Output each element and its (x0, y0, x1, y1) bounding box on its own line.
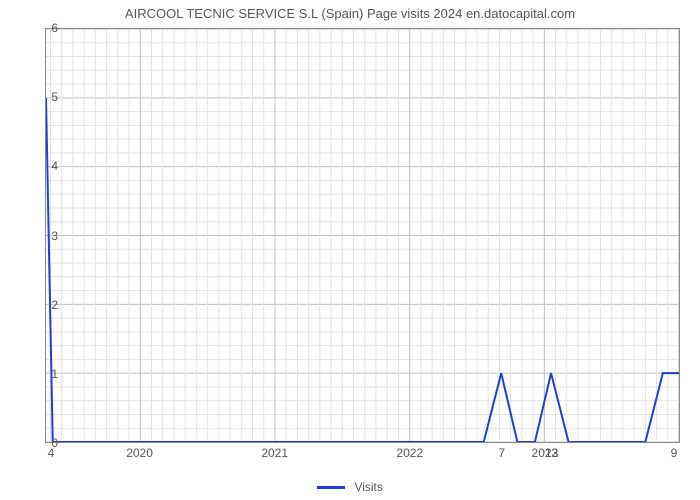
plot-area (45, 28, 680, 443)
plot-svg (46, 29, 679, 442)
x-callout-label: 4 (48, 446, 55, 460)
chart-title: AIRCOOL TECNIC SERVICE S.L (Spain) Page … (0, 6, 700, 21)
legend-swatch (317, 486, 345, 489)
x-tick-label: 2022 (396, 446, 423, 460)
x-callout-label: 7 (498, 446, 505, 460)
x-callout-label: 12 (545, 446, 558, 460)
y-tick-label: 4 (28, 159, 58, 173)
legend: Visits (0, 480, 700, 494)
y-tick-label: 5 (28, 90, 58, 104)
x-callout-label: 9 (671, 446, 678, 460)
y-tick-label: 2 (28, 298, 58, 312)
visits-chart: AIRCOOL TECNIC SERVICE S.L (Spain) Page … (0, 0, 700, 500)
x-tick-label: 2021 (261, 446, 288, 460)
y-tick-label: 3 (28, 229, 58, 243)
y-tick-label: 1 (28, 367, 58, 381)
y-tick-label: 6 (28, 21, 58, 35)
x-tick-label: 2020 (126, 446, 153, 460)
legend-label: Visits (354, 480, 382, 494)
